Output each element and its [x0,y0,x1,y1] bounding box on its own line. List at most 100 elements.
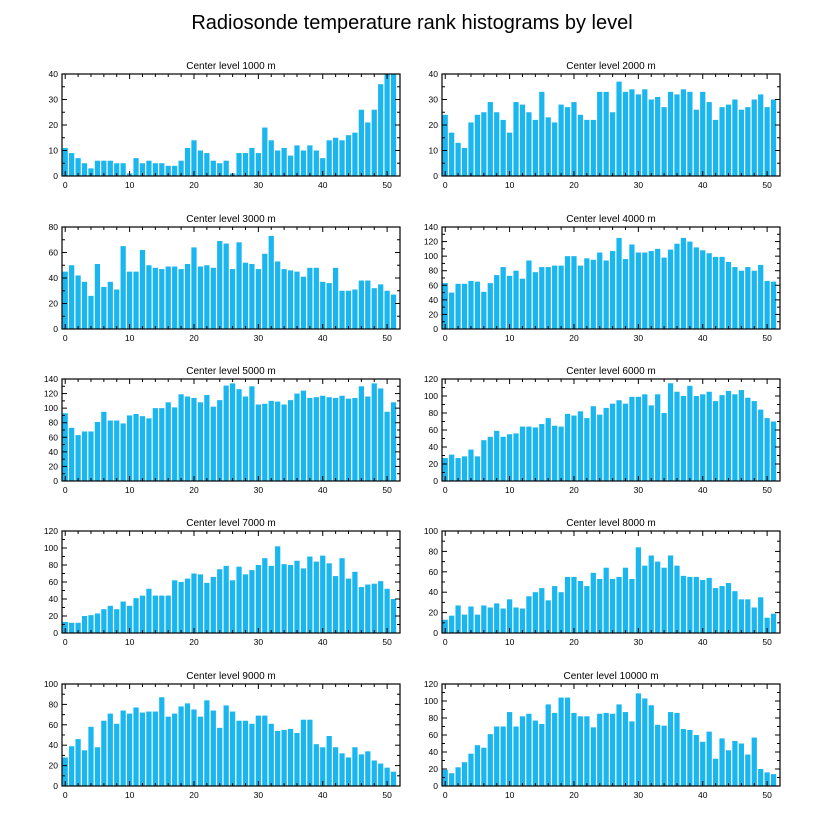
bar [603,91,609,176]
bar [165,266,171,329]
bar [358,754,364,786]
bar [197,266,204,329]
bar [345,578,352,633]
x-tick-label: 0 [443,333,448,343]
panel-title: Center level 1000 m [186,61,276,72]
bar [564,697,571,786]
bar [371,109,377,176]
x-tick-label: 50 [762,637,772,647]
bar [262,253,268,329]
x-tick-label: 50 [762,333,772,343]
x-tick-label: 10 [505,485,515,495]
bar [629,721,635,786]
bar [674,391,680,481]
bar [139,712,146,786]
bar [564,256,571,329]
y-tick-label: 80 [49,699,59,709]
bar [719,107,725,176]
bar [133,413,139,481]
bar [738,599,744,633]
x-tick-label: 40 [318,790,328,800]
bar [539,91,545,176]
y-tick-label: 10 [429,146,439,156]
bar [320,747,326,786]
bar [700,579,706,633]
bar [539,588,545,633]
y-tick-label: 60 [49,432,59,442]
bar [197,150,204,176]
bar [751,401,757,481]
y-tick-label: 40 [49,740,59,750]
x-tick-label: 40 [698,485,708,495]
x-tick-label: 40 [318,637,328,647]
y-tick-label: 80 [429,713,439,723]
bar [81,431,88,481]
x-tick-label: 10 [125,333,135,343]
bar [526,596,532,633]
x-tick-label: 50 [762,485,772,495]
bar [642,698,648,786]
bar [629,578,635,633]
bar [255,715,261,786]
bar [159,595,165,633]
y-tick-label: 20 [429,309,439,319]
bar [333,267,339,329]
x-tick-label: 10 [505,333,515,343]
bar [770,774,777,786]
bar [616,237,622,329]
bar [680,89,687,176]
bar [494,430,500,481]
bar [609,713,616,786]
x-tick-label: 20 [189,790,199,800]
bar [770,613,777,633]
bar [622,259,629,329]
bar [313,267,319,329]
bar [352,289,358,329]
x-tick-label: 30 [254,333,264,343]
bar [732,394,738,481]
bar [223,243,229,329]
panel-6: Center level 6000 m 0 10 20 30 40 50 0 20 40 60 80 1… [424,366,781,495]
bar [262,127,268,176]
bar [384,74,390,176]
x-tick-label: 30 [634,180,644,190]
bar [114,420,120,481]
bar [229,269,236,329]
bar [494,726,500,786]
bar [597,91,603,176]
y-tick-label: 0 [53,628,58,638]
bar [481,291,487,329]
bar [281,404,287,481]
x-tick-label: 20 [569,790,579,800]
bar [320,395,326,481]
bar [281,147,287,176]
bar [81,281,88,329]
bar [262,558,268,633]
bar [352,397,358,481]
bar [629,244,635,329]
bar [229,711,236,786]
bar [680,396,687,481]
y-tick-label: 120 [424,679,438,689]
bar [494,603,500,633]
x-tick-label: 50 [382,790,392,800]
y-tick-label: 40 [49,69,59,79]
bar [236,389,242,481]
bar [275,730,281,786]
bar [616,400,622,481]
bar [249,723,255,786]
bar [597,713,603,786]
panel-title: Center level 7000 m [186,518,276,529]
bar [552,425,558,481]
bar [236,566,242,633]
x-tick-label: 0 [443,485,448,495]
bar [88,168,94,176]
bar [139,416,146,481]
bar [655,394,661,481]
bar [513,607,519,633]
bar [571,415,577,481]
bar [275,150,281,176]
bar [217,727,223,786]
bar [133,707,139,786]
y-tick-label: 80 [429,546,439,556]
